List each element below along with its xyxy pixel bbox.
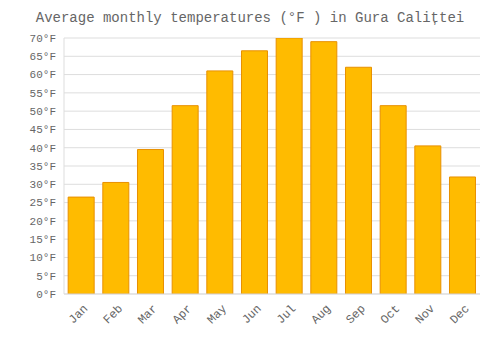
svg-text:Feb: Feb xyxy=(101,302,126,327)
svg-text:5°F: 5°F xyxy=(36,271,56,283)
svg-text:70°F: 70°F xyxy=(30,33,56,45)
svg-text:Nov: Nov xyxy=(413,302,438,327)
svg-text:10°F: 10°F xyxy=(30,252,56,264)
svg-text:Jul: Jul xyxy=(274,302,299,327)
svg-text:May: May xyxy=(205,302,230,327)
svg-text:25°F: 25°F xyxy=(30,197,56,209)
svg-text:45°F: 45°F xyxy=(30,124,56,136)
html-text:Average monthly temperatures (: Average monthly temperatures (°F ) in Gu… xyxy=(35,10,465,26)
svg-text:Oct: Oct xyxy=(378,302,403,327)
svg-text:30°F: 30°F xyxy=(30,179,56,191)
svg-text:40°F: 40°F xyxy=(30,143,56,155)
svg-text:35°F: 35°F xyxy=(30,161,56,173)
svg-text:Apr: Apr xyxy=(170,302,195,327)
svg-text:20°F: 20°F xyxy=(30,216,56,228)
svg-text:Jun: Jun xyxy=(239,302,264,327)
svg-text:55°F: 55°F xyxy=(30,88,56,100)
svg-text:Dec: Dec xyxy=(447,302,472,327)
svg-text:0°F: 0°F xyxy=(36,289,56,301)
svg-text:Sep: Sep xyxy=(343,302,368,327)
svg-text:65°F: 65°F xyxy=(30,51,56,63)
svg-text:Jan: Jan xyxy=(66,302,91,327)
svg-text:15°F: 15°F xyxy=(30,234,56,246)
svg-text:Mar: Mar xyxy=(135,302,160,327)
svg-text:Aug: Aug xyxy=(309,302,334,327)
svg-text:50°F: 50°F xyxy=(30,106,56,118)
svg-text:60°F: 60°F xyxy=(30,69,56,81)
